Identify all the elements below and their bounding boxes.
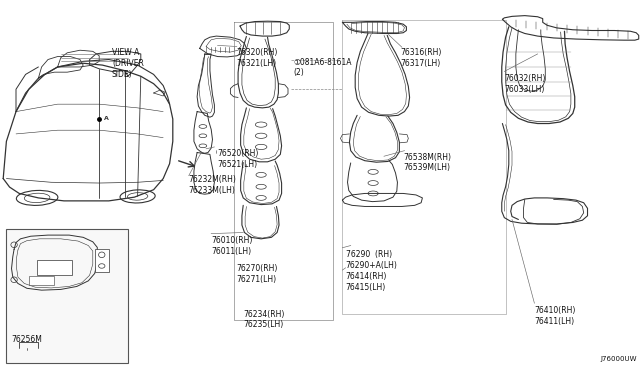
Text: A: A — [104, 116, 109, 121]
Text: 76320(RH)
76321(LH): 76320(RH) 76321(LH) — [237, 48, 278, 68]
Text: 76234(RH)
76235(LH): 76234(RH) 76235(LH) — [243, 310, 285, 329]
Text: 76414(RH)
76415(LH): 76414(RH) 76415(LH) — [346, 272, 387, 292]
Text: 76410(RH)
76411(LH): 76410(RH) 76411(LH) — [534, 306, 576, 326]
Text: ①081A6-8161A
(2): ①081A6-8161A (2) — [293, 58, 351, 77]
Bar — [6, 229, 128, 363]
Text: VIEW A
(DRIVER
SIDE): VIEW A (DRIVER SIDE) — [112, 48, 144, 79]
Bar — [95, 249, 109, 272]
Text: 76232M(RH)
76233M(LH): 76232M(RH) 76233M(LH) — [189, 175, 237, 195]
Text: 76316(RH)
76317(LH): 76316(RH) 76317(LH) — [400, 48, 442, 68]
Text: 76032(RH)
76033(LH): 76032(RH) 76033(LH) — [504, 74, 546, 94]
Text: 76538M(RH)
76539M(LH): 76538M(RH) 76539M(LH) — [403, 153, 451, 172]
Text: 76010(RH)
76011(LH): 76010(RH) 76011(LH) — [211, 236, 253, 256]
Text: 76256M: 76256M — [12, 335, 42, 344]
Text: 76290  (RH)
76290+A(LH): 76290 (RH) 76290+A(LH) — [346, 250, 397, 270]
Bar — [29, 276, 54, 285]
Text: 76520(RH)
76521(LH): 76520(RH) 76521(LH) — [218, 149, 259, 169]
Text: 76270(RH)
76271(LH): 76270(RH) 76271(LH) — [237, 264, 278, 284]
Text: J76000UW: J76000UW — [600, 356, 637, 362]
Bar — [37, 260, 72, 275]
